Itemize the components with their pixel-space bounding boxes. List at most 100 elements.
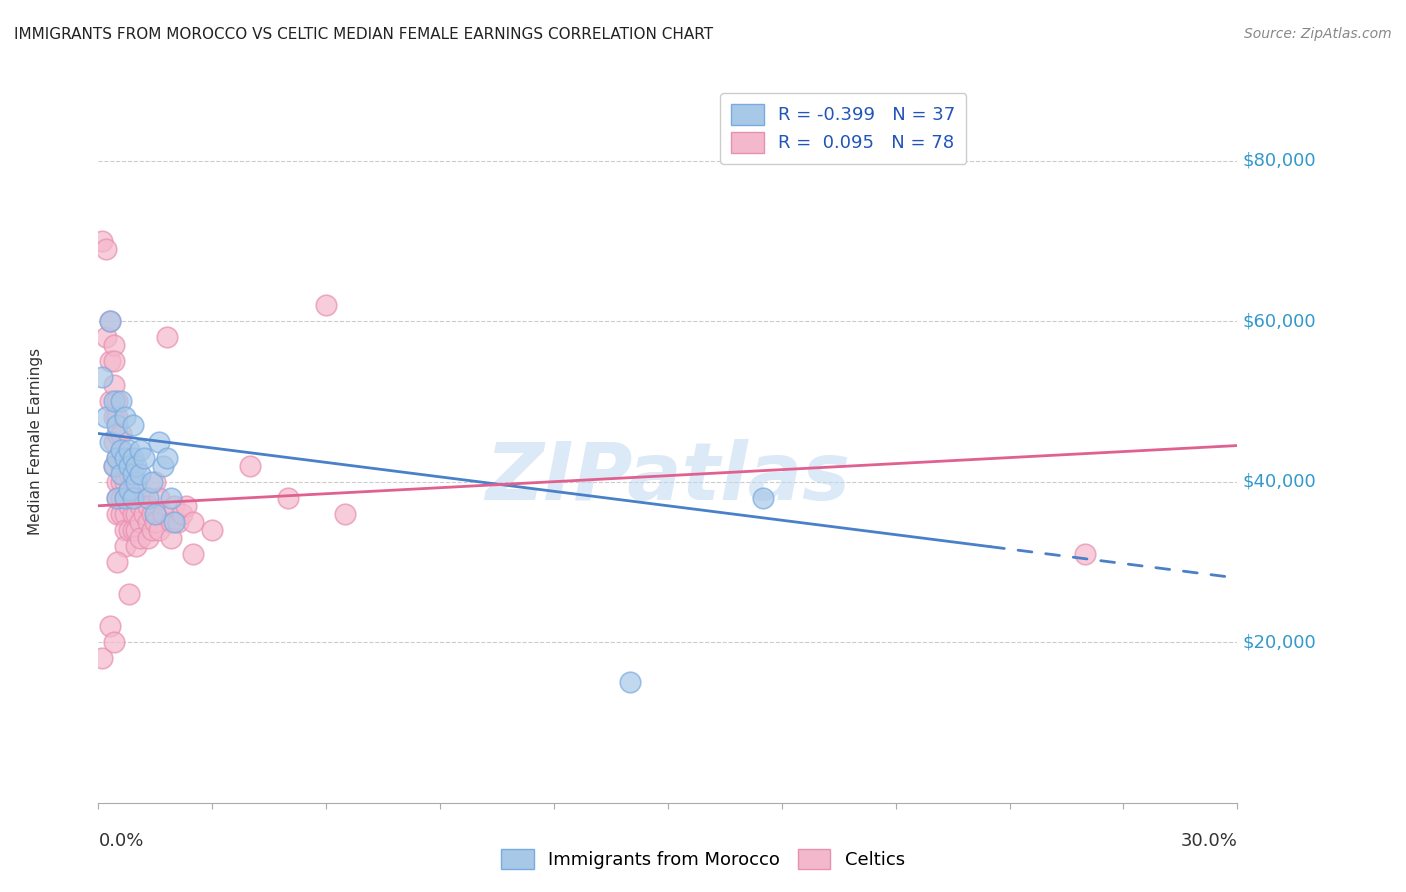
Point (129, 531, 152, 545)
Point (148, 434, 170, 449)
Point (145, 515, 167, 529)
Point (107, 410, 129, 425)
Point (98, 434, 121, 449)
Point (277, 491, 299, 505)
Point (107, 475, 129, 489)
Point (752, 491, 775, 505)
Point (132, 507, 155, 521)
Point (129, 499, 152, 513)
Point (114, 523, 136, 537)
Point (239, 458, 262, 473)
Text: $20,000: $20,000 (1243, 633, 1317, 651)
Text: $60,000: $60,000 (1243, 312, 1316, 330)
Point (103, 354, 125, 368)
Point (121, 475, 143, 489)
Point (103, 434, 125, 449)
Point (118, 523, 141, 537)
Point (125, 507, 148, 521)
Point (118, 458, 141, 473)
Text: 30.0%: 30.0% (1181, 831, 1237, 850)
Point (141, 523, 163, 537)
Point (114, 450, 136, 465)
Point (121, 450, 143, 465)
Point (148, 523, 170, 537)
Point (174, 499, 197, 513)
Point (132, 450, 155, 465)
Point (136, 491, 159, 505)
Point (110, 467, 132, 481)
Point (107, 507, 129, 521)
Text: IMMIGRANTS FROM MOROCCO VS CELTIC MEDIAN FEMALE EARNINGS CORRELATION CHART: IMMIGRANTS FROM MOROCCO VS CELTIC MEDIAN… (14, 27, 713, 42)
Point (121, 467, 143, 481)
Point (121, 507, 143, 521)
Point (110, 442, 132, 457)
Text: $80,000: $80,000 (1243, 152, 1316, 169)
Legend: Immigrants from Morocco, Celtics: Immigrants from Morocco, Celtics (492, 839, 914, 879)
Point (335, 507, 357, 521)
Point (141, 475, 163, 489)
Point (129, 515, 152, 529)
Point (170, 507, 193, 521)
Point (114, 458, 136, 473)
Text: ZIPatlas: ZIPatlas (485, 439, 851, 516)
Point (107, 491, 129, 505)
Point (114, 491, 136, 505)
Point (159, 491, 181, 505)
Point (152, 507, 174, 521)
Point (129, 442, 152, 457)
Point (125, 458, 148, 473)
Point (145, 507, 167, 521)
Point (121, 491, 143, 505)
Point (183, 547, 205, 561)
Point (114, 491, 136, 505)
Point (110, 458, 132, 473)
Point (125, 539, 148, 553)
Point (156, 450, 179, 465)
Point (98, 314, 121, 328)
Point (118, 483, 141, 497)
Point (136, 515, 159, 529)
Point (103, 458, 125, 473)
Point (125, 523, 148, 537)
Point (619, 675, 641, 690)
Point (94, 410, 117, 425)
Point (118, 483, 141, 497)
Point (114, 475, 136, 489)
Point (98, 314, 121, 328)
Point (114, 507, 136, 521)
Point (118, 467, 141, 481)
Point (110, 507, 132, 521)
Point (114, 539, 136, 553)
Point (1074, 547, 1097, 561)
Point (159, 531, 181, 545)
Point (91, 234, 114, 248)
Point (156, 330, 179, 344)
Point (103, 378, 125, 392)
Point (163, 499, 186, 513)
Point (136, 499, 159, 513)
Point (103, 338, 125, 352)
Point (201, 523, 224, 537)
Point (91, 651, 114, 665)
Legend: R = -0.399   N = 37, R =  0.095   N = 78: R = -0.399 N = 37, R = 0.095 N = 78 (720, 93, 966, 163)
Text: $40,000: $40,000 (1243, 473, 1317, 491)
Point (152, 458, 174, 473)
Point (125, 475, 148, 489)
Point (107, 491, 129, 505)
Point (167, 515, 190, 529)
Point (98, 354, 121, 368)
Point (103, 410, 125, 425)
Text: Median Female Earnings: Median Female Earnings (28, 348, 44, 535)
Point (107, 450, 129, 465)
Point (136, 531, 159, 545)
Point (118, 442, 141, 457)
Point (94, 330, 117, 344)
Point (183, 515, 205, 529)
Point (98, 619, 121, 633)
Point (118, 587, 141, 601)
Point (110, 394, 132, 409)
Point (129, 467, 152, 481)
Point (103, 458, 125, 473)
Text: 0.0%: 0.0% (98, 831, 143, 850)
Point (114, 410, 136, 425)
